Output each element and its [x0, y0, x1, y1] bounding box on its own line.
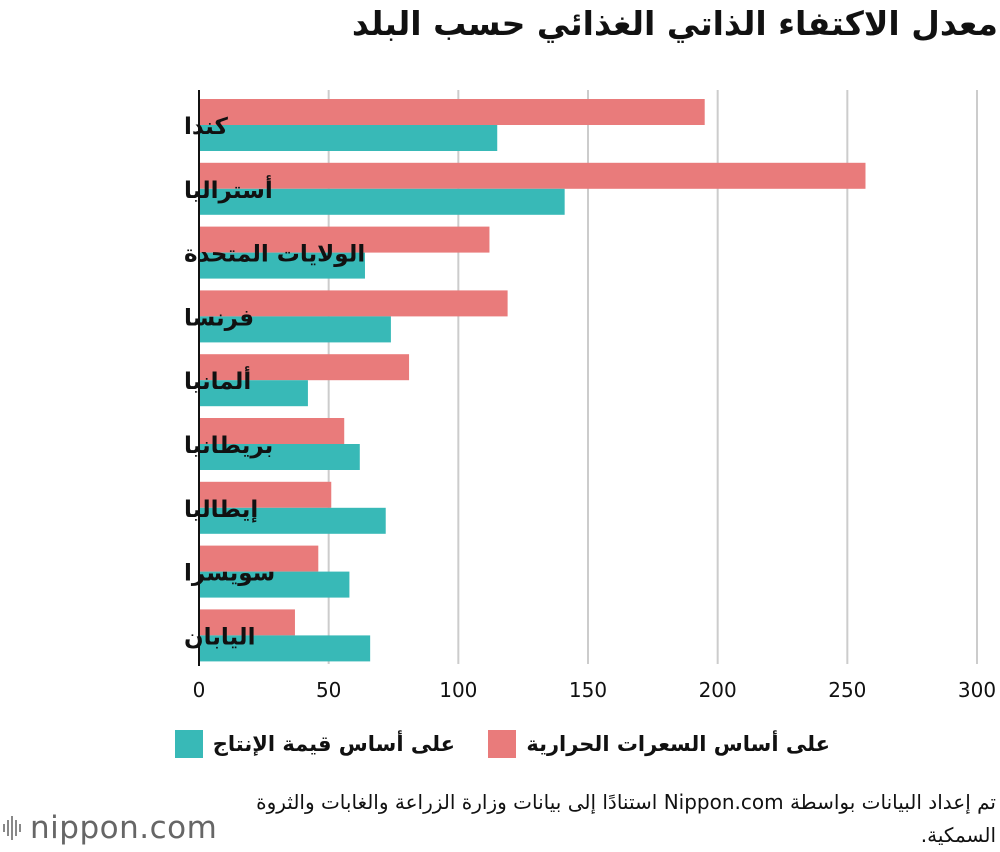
nippon-logo: nippon.com [2, 806, 217, 850]
bar-production [199, 635, 371, 662]
category-label: أستراليا [184, 174, 273, 204]
chart-title: معدل الاكتفاء الذاتي الغذائي حسب البلد [351, 4, 998, 43]
category-label: سويسرا [184, 561, 275, 587]
legend-label-calorie: على أساس السعرات الحرارية [526, 732, 830, 756]
category-label: اليابان [184, 624, 255, 650]
bar-production [199, 252, 365, 279]
legend: على أساس السعرات الحرارية على أساس قيمة … [0, 730, 1000, 770]
x-tick-label: 100 [439, 678, 477, 702]
bar-production [199, 571, 350, 598]
category-labels: كندا أستراليا الولايات المتحدة فرنسا ألمانيا… [184, 114, 365, 650]
category-label: إيطاليا [184, 497, 258, 523]
bar-chart: كندا أستراليا الولايات المتحدة فرنسا ألمانيا… [184, 90, 996, 702]
legend-swatch-production [174, 730, 203, 758]
bar-calorie [199, 162, 866, 189]
x-tick-label: 250 [828, 678, 866, 702]
bar-calorie [199, 545, 319, 572]
logo-text: nippon.com [30, 810, 218, 846]
bar-calorie [199, 99, 705, 125]
category-label: كندا [184, 114, 229, 140]
category-label: فرنسا [184, 305, 254, 331]
bar-production [199, 125, 498, 151]
bar-calorie [199, 418, 345, 444]
bar-production [199, 188, 565, 215]
bar-calorie [199, 354, 410, 381]
x-tick-label: 50 [316, 678, 341, 702]
bar-calorie [199, 481, 332, 508]
category-label: ألمانيا [184, 365, 251, 395]
category-label: بريطانيا [184, 433, 273, 459]
legend-label-production: على أساس قيمة الإنتاج [212, 732, 455, 756]
bar-production [199, 507, 386, 534]
bar-production [199, 444, 360, 470]
legend-swatch-calorie [488, 730, 517, 758]
bar-calorie [199, 290, 508, 317]
bar-production [199, 316, 391, 343]
x-tick-label: 200 [699, 678, 737, 702]
x-tick-labels: 0 50 100 150 200 250 300 [193, 678, 996, 702]
category-label: الولايات المتحدة [184, 242, 365, 268]
bar-calorie [199, 226, 490, 253]
x-tick-label: 150 [569, 678, 607, 702]
bars [199, 99, 866, 662]
bar-calorie [199, 609, 295, 636]
legend-item-calorie: على أساس السعرات الحرارية [488, 730, 830, 758]
bar-production [199, 380, 308, 407]
x-tick-label: 300 [958, 678, 996, 702]
legend-item-production: على أساس قيمة الإنتاج [174, 730, 455, 758]
x-tick-label: 0 [193, 678, 206, 702]
logo-mark-icon [3, 816, 21, 840]
source-note: تم إعداد البيانات بواسطة Nippon.com استن… [256, 790, 996, 847]
